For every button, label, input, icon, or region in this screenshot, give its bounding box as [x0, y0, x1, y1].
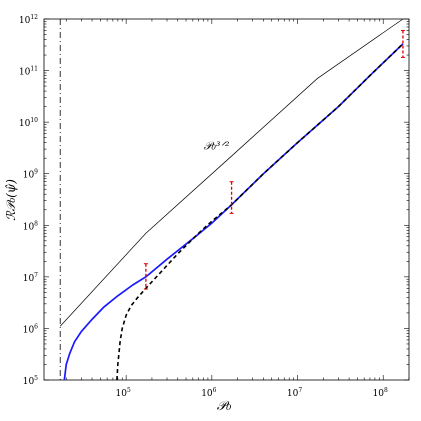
solid-blue-curve [63, 43, 404, 381]
y-axis-label: ℛ𝒫₀(ψ̂) [4, 179, 18, 221]
x-axis-label: 𝒫₀ [217, 399, 232, 414]
tick-labels: 105 106 107 108 105 106 107 108 109 1010 1011 1012 [19, 14, 388, 399]
series-layer [59, 18, 405, 381]
y-tick-label: 106 [23, 323, 38, 335]
plot-frame [43, 18, 410, 381]
x-tick-label: 108 [373, 387, 388, 399]
y-tick-label: 1011 [19, 66, 38, 78]
y-tick-label: 108 [23, 220, 38, 232]
reference-slope-line [59, 18, 404, 327]
y-tick-label: 1010 [19, 117, 38, 129]
y-tick-label: 105 [23, 375, 38, 387]
y-tick-label: 109 [23, 169, 38, 181]
x-tick-label: 106 [201, 387, 216, 399]
y-tick-label: 107 [23, 272, 38, 284]
annotation-label: 𝒫₀³ᐟ² [204, 140, 230, 153]
x-tick-label: 105 [116, 387, 131, 399]
x-tick-label: 107 [287, 387, 302, 399]
y-tick-label: 1012 [19, 14, 38, 26]
dashed-black-curve [116, 43, 404, 381]
ticks [44, 18, 410, 381]
